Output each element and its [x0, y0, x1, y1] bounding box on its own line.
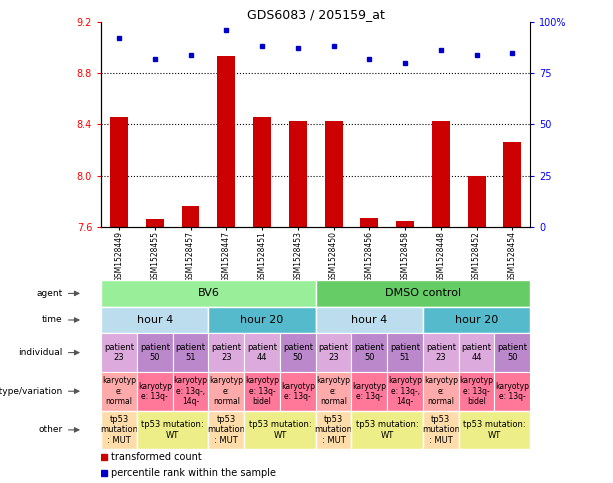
- Text: karyotyp
e: 13q-: karyotyp e: 13q-: [352, 382, 386, 401]
- Bar: [396, 221, 414, 227]
- Text: tp53
mutation
: MUT: tp53 mutation : MUT: [422, 415, 460, 445]
- Text: karyotyp
e: 13q-,
14q-: karyotyp e: 13q-, 14q-: [173, 376, 208, 406]
- Text: genotype/variation: genotype/variation: [0, 387, 63, 396]
- Text: karyotyp
e:
normal: karyotyp e: normal: [316, 376, 351, 406]
- Text: transformed count: transformed count: [112, 452, 202, 462]
- Bar: [325, 121, 343, 227]
- Text: percentile rank within the sample: percentile rank within the sample: [112, 468, 276, 478]
- Text: tp53
mutation
: MUT: tp53 mutation : MUT: [100, 415, 138, 445]
- Text: patient
23: patient 23: [319, 343, 349, 362]
- Text: patient
23: patient 23: [426, 343, 456, 362]
- Text: patient
44: patient 44: [462, 343, 492, 362]
- Bar: [253, 117, 271, 227]
- Text: karyotyp
e: 13q-
bidel: karyotyp e: 13q- bidel: [245, 376, 279, 406]
- Text: other: other: [39, 426, 63, 434]
- Text: karyotyp
e:
normal: karyotyp e: normal: [209, 376, 243, 406]
- Text: tp53
mutation
: MUT: tp53 mutation : MUT: [207, 415, 245, 445]
- Text: tp53 mutation:
WT: tp53 mutation: WT: [249, 420, 311, 440]
- Text: hour 20: hour 20: [240, 315, 284, 325]
- Text: patient
51: patient 51: [175, 343, 205, 362]
- Text: karyotyp
e: 13q-: karyotyp e: 13q-: [138, 382, 172, 401]
- Text: karyotyp
e: 13q-,
14q-: karyotyp e: 13q-, 14q-: [388, 376, 422, 406]
- Text: BV6: BV6: [197, 288, 219, 298]
- Text: karyotyp
e: 13q-
bidel: karyotyp e: 13q- bidel: [460, 376, 493, 406]
- Bar: [432, 121, 450, 227]
- Text: patient
50: patient 50: [283, 343, 313, 362]
- Bar: [289, 121, 306, 227]
- Text: patient
50: patient 50: [354, 343, 384, 362]
- Text: time: time: [42, 315, 63, 325]
- Bar: [110, 117, 128, 227]
- Text: hour 4: hour 4: [351, 315, 387, 325]
- Bar: [218, 57, 235, 227]
- Text: karyotyp
e: 13q-: karyotyp e: 13q-: [495, 382, 530, 401]
- Text: patient
50: patient 50: [497, 343, 527, 362]
- Text: patient
44: patient 44: [247, 343, 277, 362]
- Text: agent: agent: [36, 289, 63, 298]
- Bar: [146, 219, 164, 227]
- Text: karyotyp
e:
normal: karyotyp e: normal: [102, 376, 136, 406]
- Text: DMSO control: DMSO control: [385, 288, 461, 298]
- Text: hour 4: hour 4: [137, 315, 173, 325]
- Text: karyotyp
e: 13q-: karyotyp e: 13q-: [281, 382, 315, 401]
- Text: individual: individual: [18, 348, 63, 357]
- Text: patient
23: patient 23: [104, 343, 134, 362]
- Text: patient
51: patient 51: [390, 343, 420, 362]
- Bar: [181, 206, 199, 227]
- Text: karyotyp
e:
normal: karyotyp e: normal: [424, 376, 458, 406]
- Bar: [503, 142, 521, 227]
- Text: tp53 mutation:
WT: tp53 mutation: WT: [356, 420, 419, 440]
- Text: patient
23: patient 23: [211, 343, 242, 362]
- Bar: [360, 218, 378, 227]
- Text: tp53 mutation:
WT: tp53 mutation: WT: [142, 420, 204, 440]
- Title: GDS6083 / 205159_at: GDS6083 / 205159_at: [247, 8, 384, 21]
- Text: patient
50: patient 50: [140, 343, 170, 362]
- Bar: [468, 176, 485, 227]
- Text: tp53
mutation
: MUT: tp53 mutation : MUT: [314, 415, 352, 445]
- Text: tp53 mutation:
WT: tp53 mutation: WT: [463, 420, 526, 440]
- Text: hour 20: hour 20: [455, 315, 498, 325]
